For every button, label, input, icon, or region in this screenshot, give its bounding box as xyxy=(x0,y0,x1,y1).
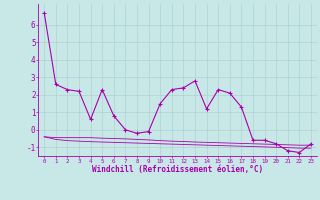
X-axis label: Windchill (Refroidissement éolien,°C): Windchill (Refroidissement éolien,°C) xyxy=(92,165,263,174)
